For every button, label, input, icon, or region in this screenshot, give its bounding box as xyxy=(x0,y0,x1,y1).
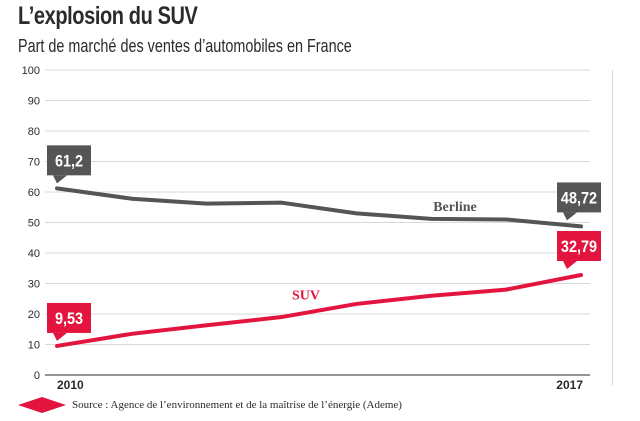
series-label-berline: Berline xyxy=(433,200,477,215)
callout-start-suv-box xyxy=(47,302,91,333)
y-tick-label-10: 10 xyxy=(28,340,40,352)
chart-subtitle: Part de marché des ventes d’automobiles … xyxy=(18,36,352,56)
callout-end-suv-pointer xyxy=(563,260,577,269)
x-tick-label-2017: 2017 xyxy=(556,378,583,392)
callout-end-suv-box xyxy=(557,230,601,261)
y-tick-label-60: 60 xyxy=(28,187,40,199)
y-tick-label-70: 70 xyxy=(28,157,40,169)
series-line-suv xyxy=(55,272,583,348)
y-tick-label-80: 80 xyxy=(28,126,40,138)
callout-start-suv-text: 9,53 xyxy=(55,310,83,328)
y-tick-label-30: 30 xyxy=(28,279,40,291)
source-text: Source : Agence de l’environnement et de… xyxy=(72,399,402,411)
callout-end-berline-text: 48,72 xyxy=(561,189,597,207)
chart-title: L’explosion du SUV xyxy=(18,2,198,30)
x-tick-label-2010: 2010 xyxy=(57,378,84,392)
callout-start-suv-pointer xyxy=(53,332,67,341)
callout-end-berline-pointer xyxy=(563,212,577,221)
y-tick-label-50: 50 xyxy=(28,218,40,230)
red-diamond-icon xyxy=(18,397,66,413)
series-label-suv: SUV xyxy=(292,288,320,303)
right-divider xyxy=(612,70,613,385)
callout-start-berline-box xyxy=(47,145,91,176)
source-footer: Source : Agence de l’environnement et de… xyxy=(18,396,402,414)
callout-start-berline: 61,2 xyxy=(47,145,91,184)
callout-end-berline-box xyxy=(557,182,601,213)
y-tick-label-100: 100 xyxy=(22,65,40,77)
series-line-berline xyxy=(55,186,583,229)
callout-start-berline-text: 61,2 xyxy=(55,152,83,170)
y-tick-label-0: 0 xyxy=(34,370,40,382)
y-tick-label-90: 90 xyxy=(28,96,40,108)
y-tick-label-20: 20 xyxy=(28,309,40,321)
callout-end-suv: 32,79 xyxy=(557,230,601,269)
y-tick-label-40: 40 xyxy=(28,248,40,260)
callout-start-berline-pointer xyxy=(53,175,67,184)
callout-end-berline: 48,72 xyxy=(557,182,601,221)
callout-end-suv-text: 32,79 xyxy=(561,238,597,256)
callout-start-suv: 9,53 xyxy=(47,302,91,341)
